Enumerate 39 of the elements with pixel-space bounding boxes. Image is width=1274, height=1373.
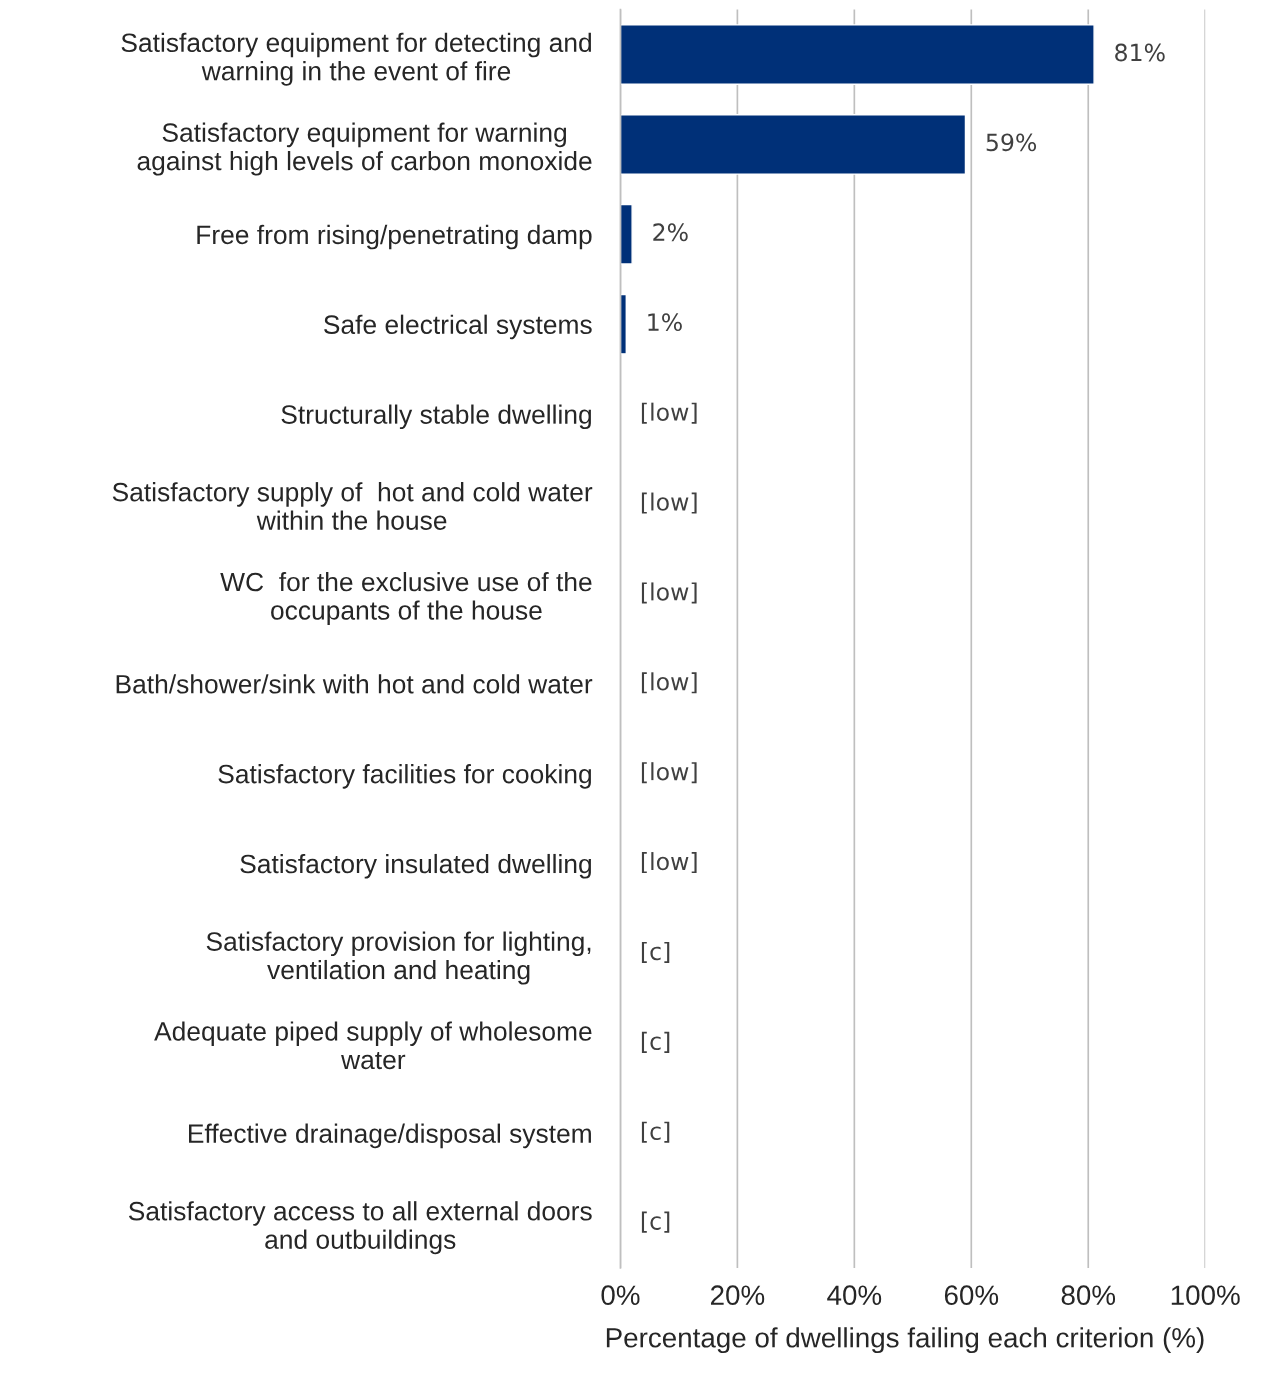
text: [c] bbox=[641, 1031, 670, 1053]
text: [low] bbox=[641, 582, 697, 604]
text: [low] bbox=[641, 402, 697, 424]
x-tick-label: 60% bbox=[944, 1285, 999, 1306]
y-tick-label: Satisfactory facilities for cooking bbox=[218, 764, 591, 789]
y-tick-label: Structurally stable dwelling bbox=[281, 404, 591, 430]
y-tick-label: Satisfactory equipment for warning against high levels of carbon monoxide bbox=[137, 122, 592, 176]
x-axis-title: Percentage of dwellings failing each criterion (%) bbox=[606, 1327, 1204, 1354]
y-tick-label: Satisfactory supply of hot and cold water within the house bbox=[112, 482, 593, 530]
x-tick-label: 80% bbox=[1061, 1285, 1116, 1306]
data-label: 1% bbox=[648, 313, 682, 332]
bar bbox=[620, 24, 1095, 85]
y-tick-label: Effective drainage/disposal system bbox=[189, 1123, 591, 1149]
y-tick-label: Safe electrical systems bbox=[324, 314, 592, 340]
y-tick-label: Satisfactory access to all external doors and outbuildings bbox=[128, 1201, 592, 1255]
y-tick-label: Satisfactory provision for lighting, ventilation and heating bbox=[206, 931, 591, 985]
data-label: 81% bbox=[1115, 43, 1165, 62]
y-tick-label: Satisfactory equipment for detecting and warning in the event of fire bbox=[121, 32, 591, 86]
text: [c] bbox=[641, 941, 670, 964]
data-label: 2% bbox=[653, 223, 688, 242]
y-tick-label: Adequate piped supply of wholesome water bbox=[154, 1021, 592, 1070]
text: [c] bbox=[641, 1211, 670, 1233]
y-tick-label: Free from rising/penetrating damp bbox=[197, 224, 592, 250]
data-label: 59% bbox=[986, 133, 1037, 152]
x-tick-label: 100% bbox=[1171, 1285, 1240, 1306]
text: [low] bbox=[641, 672, 697, 694]
bar bbox=[620, 203, 633, 265]
bar bbox=[620, 293, 627, 355]
y-tick-label: WC for the exclusive use of the occupants of the house bbox=[220, 571, 592, 626]
x-tick-label: 0% bbox=[601, 1285, 640, 1306]
y-tick-label: Satisfactory insulated dwelling bbox=[240, 853, 591, 879]
text: [c] bbox=[641, 1121, 670, 1143]
y-tick-label: Bath/shower/sink with hot and cold water bbox=[116, 674, 593, 694]
bar bbox=[620, 114, 967, 175]
text: [low] bbox=[641, 762, 697, 784]
x-tick-label: 20% bbox=[710, 1285, 765, 1306]
x-tick-label: 40% bbox=[827, 1285, 882, 1306]
text: [low] bbox=[641, 492, 697, 514]
text: [low] bbox=[641, 852, 697, 874]
